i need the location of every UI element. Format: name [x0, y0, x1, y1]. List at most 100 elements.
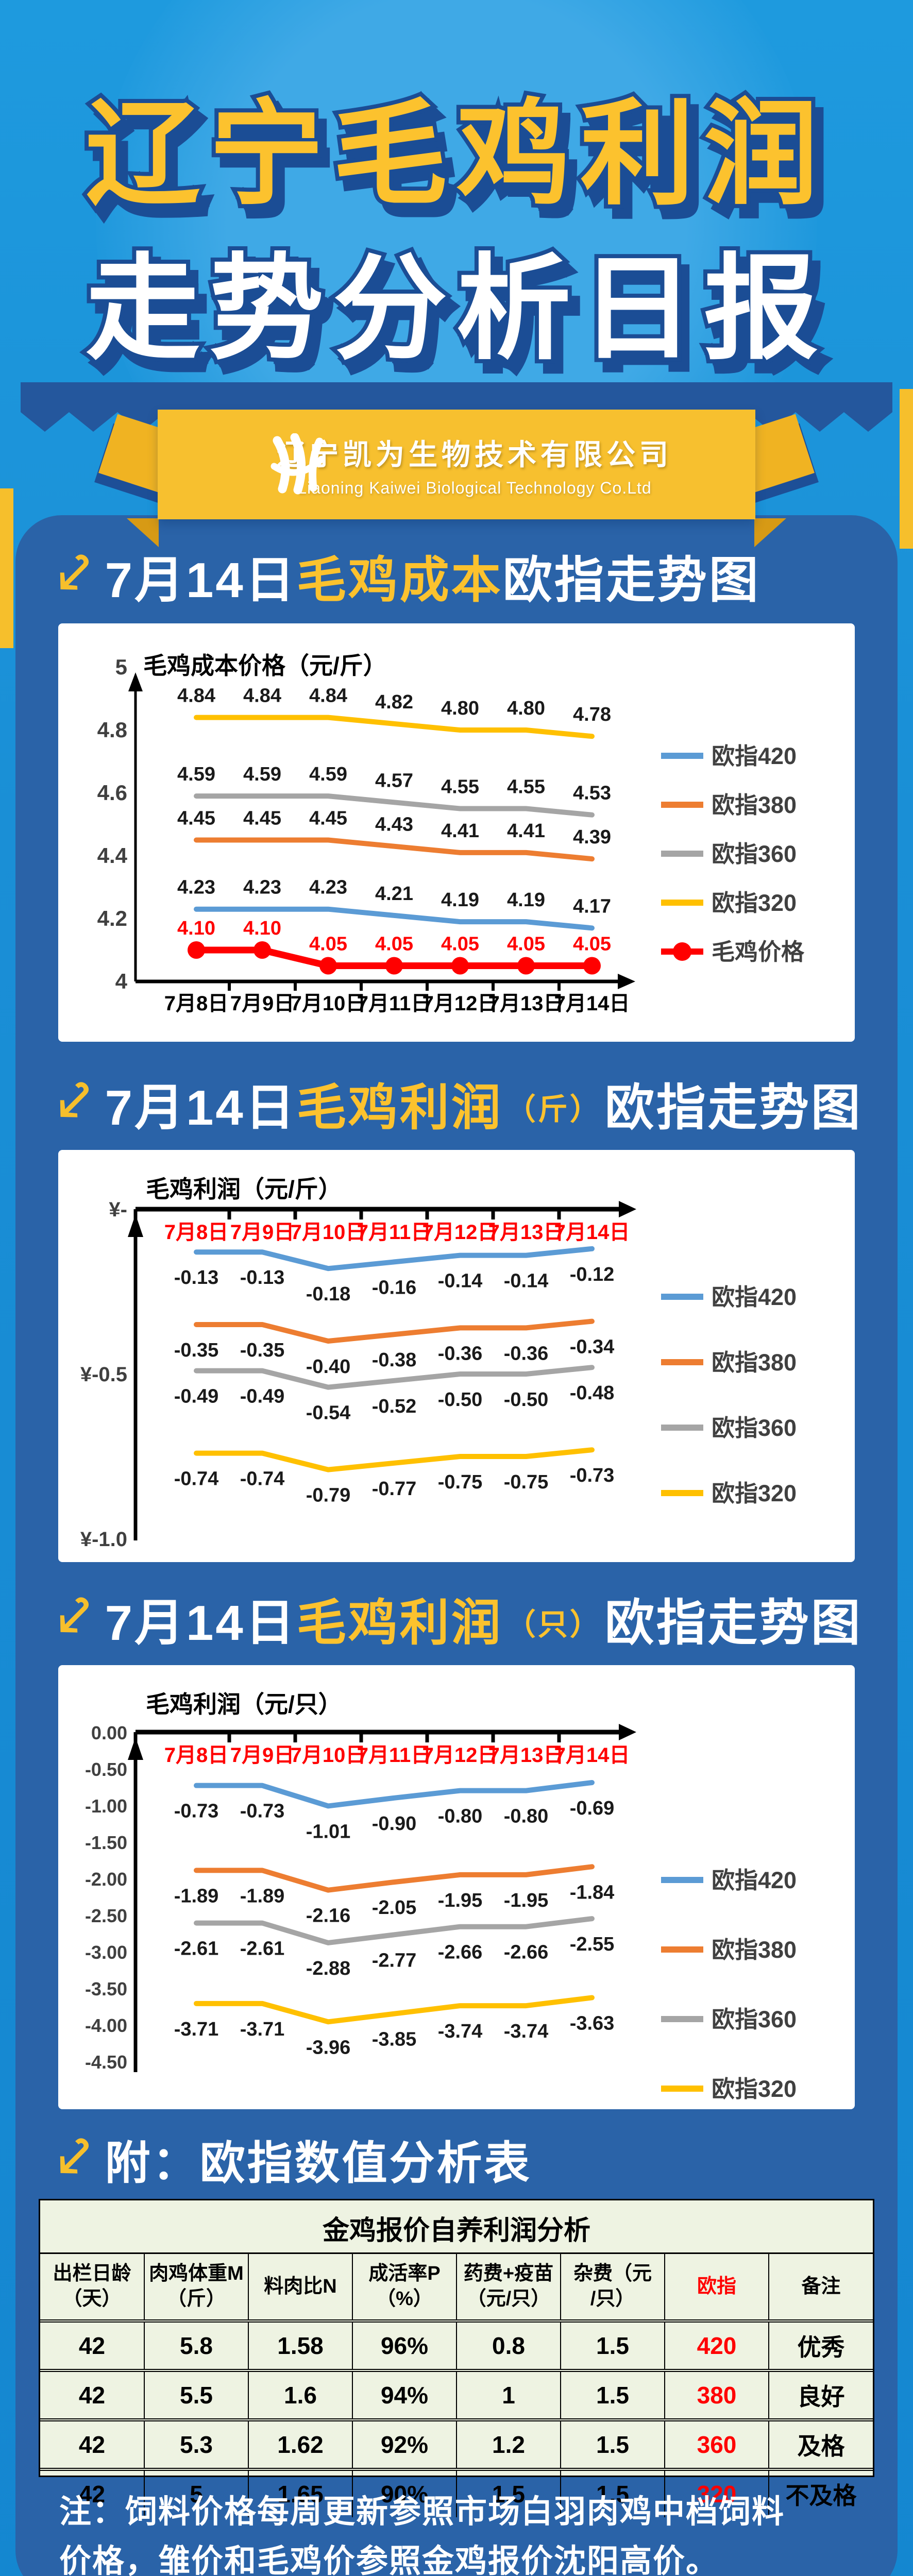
x-tick-label: 7月8日: [164, 1221, 229, 1244]
data-label: -0.36: [438, 1343, 483, 1364]
table-cell: 1.2: [456, 2419, 561, 2471]
data-point-marker: [517, 957, 535, 975]
x-tick-label: 7月11日: [357, 1221, 432, 1244]
data-label: -0.13: [240, 1267, 285, 1289]
data-label: -0.90: [372, 1813, 417, 1835]
analysis-table-card: 金鸡报价自养利润分析 出栏日龄 （天） 肉鸡体重M （斤） 料肉比N 成活率P （%） 药费+…: [39, 2199, 874, 2517]
x-tick-label: 7月10日: [291, 992, 366, 1015]
section2-prefix: 7月14日: [105, 1080, 297, 1136]
series-欧指320: -0.74 -0.74 -0.79 -0.77 -0.75 -0.75 -0.73: [174, 1447, 614, 1506]
table-cell: 96%: [352, 2320, 457, 2372]
x-tick-label: 7月9日: [230, 1221, 295, 1244]
company-name-en: Liaoning Kaiwei Biological Technology Co…: [297, 478, 652, 497]
data-label: 4.41: [507, 820, 545, 842]
data-label: -1.95: [438, 1890, 483, 1911]
data-label: -2.66: [438, 1942, 483, 1963]
x-tick-label: 7月12日: [422, 992, 498, 1015]
x-tick-label: 7月8日: [164, 992, 229, 1015]
section4-title: 附：欧指数值分析表: [105, 2138, 532, 2189]
table-cell: 1: [456, 2370, 561, 2421]
data-label: -0.35: [240, 1340, 285, 1361]
footnote-line2: 价格，雏价和毛鸡价参照金鸡报价沈阳高价。: [59, 2544, 719, 2576]
table-header-cell: 杂费（元/只）: [560, 2253, 665, 2323]
table-cell: 5: [144, 2469, 248, 2517]
data-label: -0.75: [438, 1471, 483, 1493]
data-label: 4.10: [177, 918, 215, 939]
data-label: -0.35: [174, 1340, 219, 1361]
series-欧指320: -3.71 -3.71 -3.96 -3.85 -3.74 -3.74 -3.63: [174, 1995, 614, 2058]
table-cell: 42: [40, 2419, 144, 2471]
company-banner: 辽宁凯为生物技术有限公司 Liaoning Kaiwei Biological …: [158, 410, 755, 519]
series-欧指420: -0.13 -0.13 -0.18 -0.16 -0.14 -0.14 -0.12: [174, 1246, 614, 1305]
data-label: 4.05: [375, 934, 413, 955]
table-cell: 90%: [352, 2469, 457, 2517]
edge-strip-right: [900, 389, 913, 549]
y-tick-label: -2.50: [85, 1905, 127, 1926]
profit-zhi-chart-svg: 毛鸡利润（元/只） 0.00 -0.50 -1.00 -1.50 -2.00 -2.50 -3…: [85, 1691, 797, 2102]
table-cell: 不及格: [768, 2469, 873, 2517]
section-title-cost: ⤦ 7月14日 毛鸡成本 欧指走势图: [59, 540, 760, 612]
data-label: -0.14: [504, 1270, 549, 1292]
x-tick-label: 7月11日: [357, 992, 432, 1015]
page-title-line2: 走势分析日报: [0, 232, 913, 397]
section2-highlight: 毛鸡利润: [296, 1080, 503, 1136]
section2-suffix: 欧指走势图: [604, 1080, 863, 1136]
legend-label: 欧指420: [712, 1867, 797, 1893]
legend-label: 欧指380: [712, 792, 797, 818]
data-label: -0.73: [240, 1801, 285, 1822]
data-label: -0.52: [372, 1396, 417, 1417]
series-line: [194, 837, 595, 862]
data-label: -0.69: [570, 1798, 615, 1819]
series-line: [194, 1246, 595, 1272]
data-label: -3.74: [438, 2021, 483, 2042]
x-tick-label: 7月14日: [554, 1221, 630, 1244]
y-tick-label: 4.2: [97, 906, 127, 930]
legend-label: 欧指320: [712, 890, 797, 916]
series-line: [194, 793, 595, 818]
table-cell: 320: [664, 2469, 769, 2517]
company-name-block: 辽宁凯为生物技术有限公司 Liaoning Kaiwei Biological …: [214, 432, 735, 498]
data-label: 4.23: [243, 877, 281, 899]
x-tick-label: 7月13日: [488, 1221, 564, 1244]
legend-item: 欧指320: [661, 2076, 797, 2102]
table-cell: 良好: [768, 2370, 873, 2421]
data-label: 4.19: [507, 889, 545, 911]
x-tick-label: 7月11日: [357, 1744, 432, 1767]
data-label: 4.82: [375, 691, 413, 713]
y-tick-label: 4.8: [97, 718, 127, 742]
table-cell: 1.62: [248, 2419, 352, 2471]
arrow-down-right-icon: ⤦: [59, 1585, 92, 1645]
y-tick-label: -4.50: [85, 2052, 127, 2073]
table-header-cell: 肉鸡体重M （斤）: [144, 2253, 248, 2323]
table-cell: 1.5: [560, 2320, 665, 2372]
legend-item: 欧指380: [661, 1937, 797, 1963]
chart-card-profit-zhi: 毛鸡利润（元/只） 0.00 -0.50 -1.00 -1.50 -2.00 -2.50 -3…: [58, 1665, 855, 2109]
x-tick-label: 7月12日: [422, 1744, 498, 1767]
series-欧指380: -0.35 -0.35 -0.40 -0.38 -0.36 -0.36 -0.34: [174, 1318, 614, 1378]
analysis-table: 出栏日龄 （天） 肉鸡体重M （斤） 料肉比N 成活率P （%） 药费+疫苗 （元/只） 杂费（元…: [40, 2252, 873, 2517]
data-label: -0.80: [438, 1806, 483, 1827]
data-label: 4.17: [573, 895, 611, 917]
series-欧指420: 4.23 4.23 4.23 4.21 4.19 4.19 4.17: [177, 877, 611, 931]
data-label: 4.23: [309, 877, 347, 899]
data-label: -2.16: [306, 1905, 351, 1927]
y-tick-label: 4: [115, 969, 128, 993]
x-axis-arrow-icon: [619, 1724, 636, 1740]
data-label: 4.84: [243, 685, 281, 707]
table-cell: 420: [664, 2320, 769, 2372]
section3-prefix: 7月14日: [105, 1596, 297, 1651]
data-label: -0.54: [306, 1402, 351, 1424]
table-header-cell: 欧指: [664, 2253, 769, 2323]
table-body: 42 5.8 1.58 96% 0.8 1.5 420 优秀 42 5.5 1.6 94% 1 1.5 38…: [40, 2320, 873, 2517]
data-label: -0.48: [570, 1382, 615, 1404]
page-title-line1: 辽宁毛鸡利润: [0, 77, 913, 242]
data-label: -0.50: [504, 1389, 549, 1411]
x-axis-arrow-icon: [619, 1201, 636, 1217]
data-label: -2.88: [306, 1958, 351, 1979]
legend-item: 欧指360: [661, 841, 797, 867]
data-point-marker: [451, 957, 469, 975]
data-label: 4.84: [177, 685, 215, 707]
y-tick-label: ¥-: [109, 1198, 127, 1221]
legend-item: 欧指420: [661, 1867, 797, 1893]
x-tick-label: 7月9日: [230, 992, 295, 1015]
